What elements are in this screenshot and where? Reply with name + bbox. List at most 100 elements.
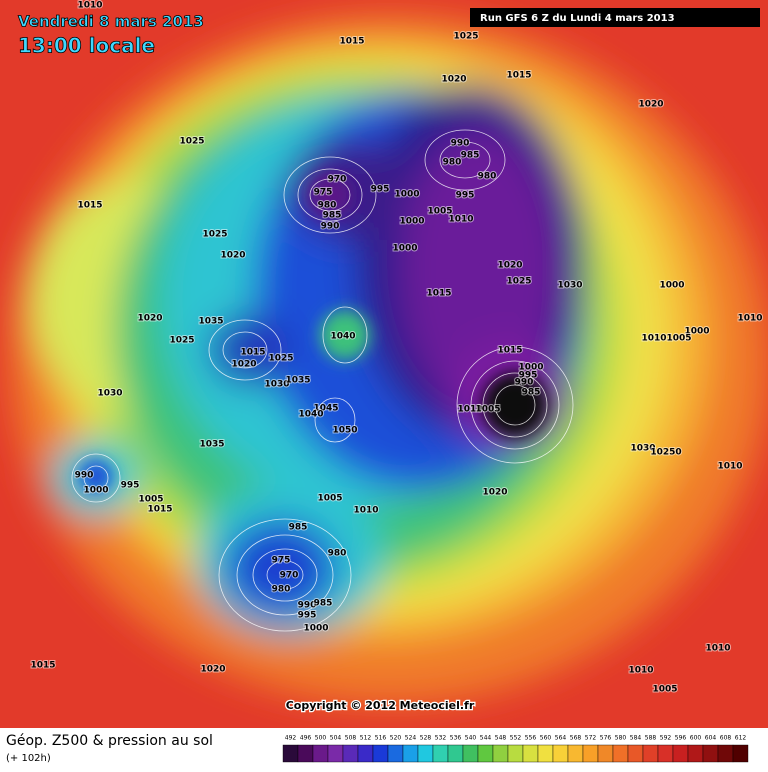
pressure-label: 995	[121, 481, 140, 491]
colorbar-swatch	[357, 744, 374, 763]
pressure-label: 1030	[557, 281, 582, 291]
pressure-label: 1025	[506, 277, 531, 287]
colorbar-swatch	[627, 744, 644, 763]
colorbar-swatch	[537, 744, 554, 763]
pressure-label: 1050	[332, 426, 357, 436]
pressure-label: 990	[321, 222, 340, 232]
forecast-time: 13:00 locale	[18, 34, 155, 58]
colorbar-label: 504	[330, 735, 342, 742]
pressure-label: 1025	[169, 336, 194, 346]
colorbar-label: 492	[285, 735, 297, 742]
pressure-label: 970	[280, 571, 299, 581]
pressure-label: 1015	[77, 201, 102, 211]
pressure-label: 1035	[198, 317, 223, 327]
pressure-label: 1010	[77, 1, 102, 11]
colorbar-label: 556	[525, 735, 537, 742]
colorbar-label: 500	[315, 735, 327, 742]
pressure-label: 1015	[30, 661, 55, 671]
colorbar-swatch	[552, 744, 569, 763]
pressure-label: 995	[298, 611, 317, 621]
colorbar: 492 496 500 504 508 512 516 520 524 528 532 536 540 5…	[282, 735, 749, 763]
copyright: Copyright © 2012 Meteociel.fr	[286, 699, 475, 712]
colorbar-label: 512	[360, 735, 372, 742]
pressure-label: 980	[478, 172, 497, 182]
colorbar-swatch	[672, 744, 689, 763]
pressure-label: 1005	[475, 405, 500, 415]
colorbar-swatch	[717, 744, 734, 763]
pressure-label: 1040	[330, 332, 355, 342]
pressure-label: 1020	[638, 100, 663, 110]
pressure-label: 1025	[268, 354, 293, 364]
pressure-label: 1000	[394, 190, 419, 200]
colorbar-label: 584	[630, 735, 642, 742]
pressure-label: 1020	[497, 261, 522, 271]
colorbar-swatch	[402, 744, 419, 763]
colorbar-swatch	[642, 744, 659, 763]
pressure-label: 10250	[650, 448, 681, 458]
pressure-label: 1000	[83, 486, 108, 496]
colorbar-swatch	[507, 744, 524, 763]
pressure-label: 985	[323, 211, 342, 221]
pressure-label: 1015	[240, 348, 265, 358]
pressure-label: 1015	[339, 37, 364, 47]
pressure-label: 980	[443, 158, 462, 168]
colorbar-label: 612	[735, 735, 747, 742]
colorbar-label: 528	[420, 735, 432, 742]
pressure-label: 1030	[264, 380, 289, 390]
colorbar-swatch	[657, 744, 674, 763]
pressure-label: 975	[272, 556, 291, 566]
colorbar-label: 540	[465, 735, 477, 742]
colorbar-label: 568	[570, 735, 582, 742]
pressure-label: 1000	[684, 327, 709, 337]
pressure-label: 1010	[705, 644, 730, 654]
pressure-label: 1010	[353, 506, 378, 516]
colorbar-label: 532	[435, 735, 447, 742]
colorbar-label: 536	[450, 735, 462, 742]
pressure-label: 1020	[482, 488, 507, 498]
colorbar-label: 560	[540, 735, 552, 742]
colorbar-swatch	[732, 744, 749, 763]
colorbar-swatch	[567, 744, 584, 763]
colorbar-swatch	[417, 744, 434, 763]
pressure-label: 1015	[147, 505, 172, 515]
pressure-label: 990	[515, 378, 534, 388]
colorbar-label: 604	[705, 735, 717, 742]
pressure-label: 1020	[137, 314, 162, 324]
colorbar-label: 496	[300, 735, 312, 742]
pressure-label: 1020	[441, 75, 466, 85]
colorbar-label: 508	[345, 735, 357, 742]
colorbar-label: 524	[405, 735, 417, 742]
footer-title: Géop. Z500 & pression au sol	[6, 733, 213, 749]
pressure-label: 1005	[652, 685, 677, 695]
pressure-label: 1000	[392, 244, 417, 254]
colorbar-label: 600	[690, 735, 702, 742]
pressure-label: 1035	[285, 376, 310, 386]
pressure-label: 1040	[298, 410, 323, 420]
forecast-date: Vendredi 8 mars 2013	[18, 13, 204, 31]
pressure-label: 980	[328, 549, 347, 559]
pressure-label: 1020	[220, 251, 245, 261]
colorbar-swatch	[522, 744, 539, 763]
footer-lead: (+ 102h)	[6, 753, 51, 764]
isobars	[71, 129, 574, 632]
pressure-label: 1015	[497, 346, 522, 356]
colorbar-label: 564	[555, 735, 567, 742]
colorbar-label: 576	[600, 735, 612, 742]
colorbar-label: 544	[480, 735, 492, 742]
colorbar-swatch	[702, 744, 719, 763]
low-centers	[80, 173, 547, 492]
pressure-label: 1015	[426, 289, 451, 299]
pressure-label: 1035	[199, 440, 224, 450]
geopotential-field	[10, 15, 768, 705]
pressure-label: 980	[272, 585, 291, 595]
colorbar-swatch	[687, 744, 704, 763]
colorbar-swatch	[582, 744, 599, 763]
pressure-label: 1025	[202, 230, 227, 240]
pressure-label: 995	[456, 191, 475, 201]
colorbar-swatch	[432, 744, 449, 763]
pressure-label: 1000	[399, 217, 424, 227]
colorbar-swatch	[477, 744, 494, 763]
pressure-label: 990	[75, 471, 94, 481]
